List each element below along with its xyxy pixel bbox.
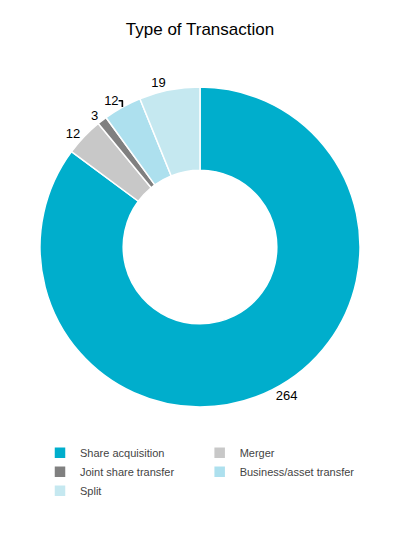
svg-text:Share acquisition: Share acquisition — [80, 447, 164, 459]
svg-text:264: 264 — [276, 388, 298, 403]
svg-text:Split: Split — [80, 485, 101, 497]
svg-text:3: 3 — [91, 108, 98, 123]
svg-text:19: 19 — [151, 75, 165, 90]
svg-text:12: 12 — [104, 93, 118, 108]
svg-text:12: 12 — [66, 126, 80, 141]
svg-text:Business/asset transfer: Business/asset transfer — [240, 466, 355, 478]
svg-text:Joint share transfer: Joint share transfer — [80, 466, 174, 478]
svg-text:Merger: Merger — [240, 447, 275, 459]
svg-text:Type of Transaction: Type of Transaction — [126, 20, 274, 39]
